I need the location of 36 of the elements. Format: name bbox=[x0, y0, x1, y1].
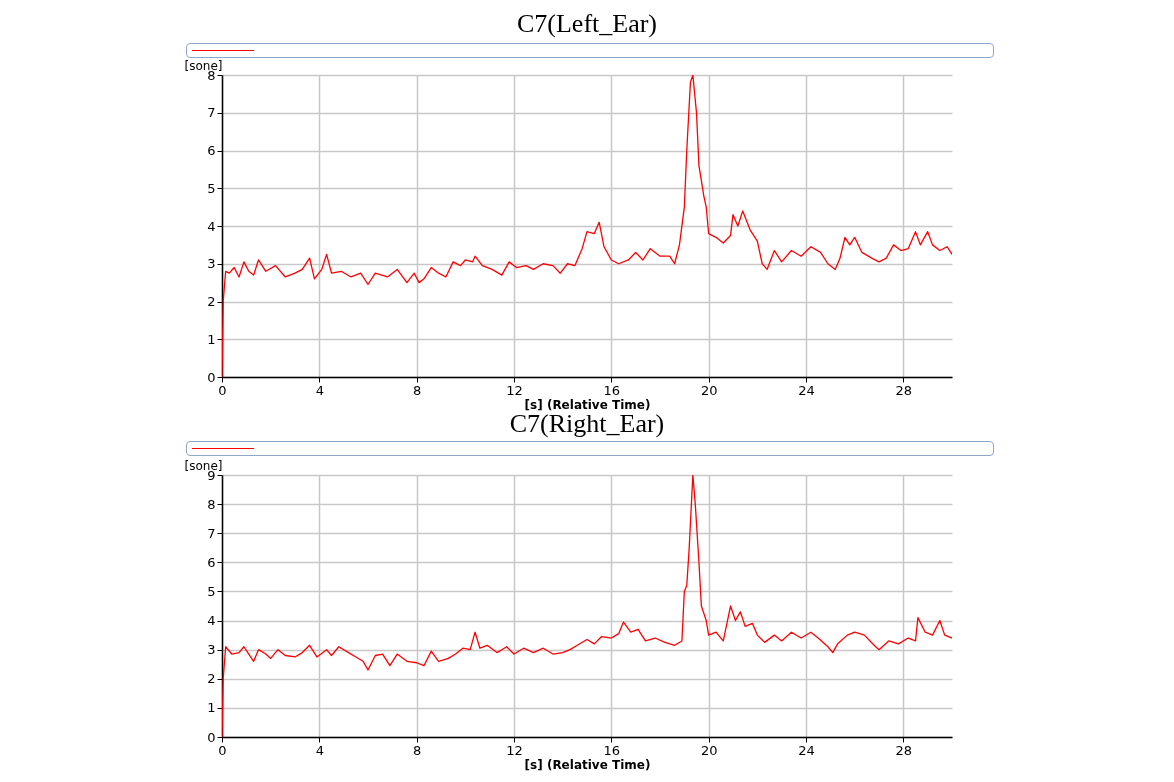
x-tick-label: 24 bbox=[798, 742, 815, 758]
y-tick-label: 5 bbox=[207, 583, 216, 599]
y-tick-label: 1 bbox=[207, 700, 216, 716]
x-tick-label: 0 bbox=[218, 742, 227, 758]
x-tick-label: 12 bbox=[506, 382, 523, 398]
x-tick-label: 4 bbox=[315, 742, 324, 758]
y-tick-label: 4 bbox=[207, 218, 216, 234]
y-tick-label: 4 bbox=[207, 613, 216, 629]
x-tick-label: 28 bbox=[895, 382, 913, 398]
chart-title: C7(Left_Ear) bbox=[516, 9, 658, 38]
x-tick-label: 20 bbox=[700, 382, 718, 398]
y-tick-label: 7 bbox=[207, 525, 216, 541]
x-tick-label: 8 bbox=[413, 382, 422, 398]
y-tick-label: 6 bbox=[207, 554, 216, 570]
x-axis-title: [s] (Relative Time) bbox=[524, 397, 651, 412]
y-tick-label: 3 bbox=[207, 642, 216, 658]
x-tick-label: 8 bbox=[413, 742, 422, 758]
x-tick-label: 28 bbox=[895, 742, 913, 758]
x-tick-label: 12 bbox=[506, 742, 523, 758]
y-tick-label: 3 bbox=[207, 256, 216, 272]
y-tick-label: 8 bbox=[207, 496, 216, 512]
y-tick-label: 7 bbox=[207, 105, 216, 121]
y-tick-label: 0 bbox=[207, 369, 216, 385]
y-tick-label: 6 bbox=[207, 143, 216, 158]
x-tick-label: 24 bbox=[798, 382, 815, 398]
y-tick-label: 2 bbox=[207, 294, 216, 309]
x-tick-label: 16 bbox=[603, 742, 621, 758]
y-tick-label: 0 bbox=[207, 729, 216, 745]
x-tick-label: 16 bbox=[603, 382, 621, 398]
x-axis-title: [s] (Relative Time) bbox=[524, 757, 651, 772]
x-tick-label: 0 bbox=[218, 382, 227, 398]
x-tick-label: 4 bbox=[315, 382, 324, 398]
y-tick-label: 2 bbox=[207, 671, 216, 687]
y-tick-label: 5 bbox=[207, 180, 216, 196]
x-tick-label: 20 bbox=[700, 742, 718, 758]
y-tick-label: 1 bbox=[207, 331, 216, 347]
